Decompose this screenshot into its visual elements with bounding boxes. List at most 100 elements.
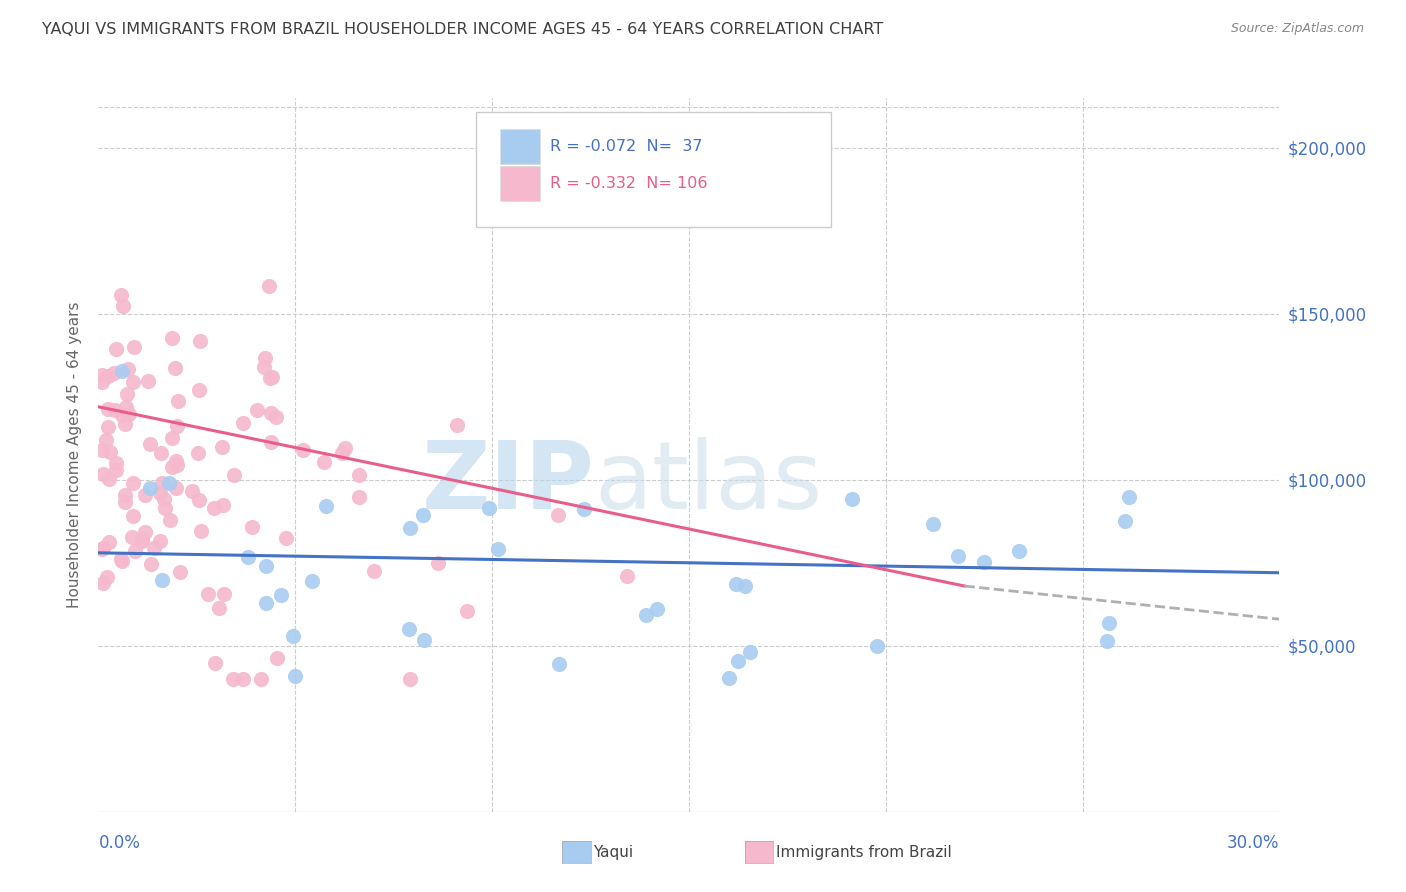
Point [841, 492, 863, 507]
Point [117, 407, 139, 421]
Point [91, 467, 114, 482]
Point [427, 557, 450, 571]
FancyBboxPatch shape [477, 112, 831, 227]
Point [717, 671, 740, 685]
Point [264, 409, 287, 424]
Point [134, 524, 156, 539]
Point [866, 639, 889, 653]
Point [574, 502, 596, 516]
Point [412, 633, 434, 648]
Point [260, 370, 283, 384]
Point [254, 559, 277, 574]
Point [254, 596, 277, 610]
Point [149, 486, 172, 500]
Point [166, 458, 188, 472]
Point [117, 362, 139, 376]
Point [105, 463, 128, 477]
FancyBboxPatch shape [501, 166, 540, 202]
Point [197, 587, 219, 601]
Point [398, 623, 420, 637]
Point [115, 400, 138, 414]
Point [246, 403, 269, 417]
Point [616, 569, 638, 583]
Point [634, 608, 657, 623]
Point [104, 403, 127, 417]
Point [301, 574, 323, 589]
Point [91, 376, 114, 390]
Point [259, 371, 281, 385]
Point [1114, 514, 1136, 528]
Point [399, 521, 422, 535]
Text: YAQUI VS IMMIGRANTS FROM BRAZIL HOUSEHOLDER INCOME AGES 45 - 64 YEARS CORRELATIO: YAQUI VS IMMIGRANTS FROM BRAZIL HOUSEHOL… [42, 22, 883, 37]
Point [110, 287, 132, 301]
Point [946, 549, 969, 563]
Point [399, 672, 422, 686]
Point [139, 558, 162, 572]
Point [139, 437, 162, 451]
Point [187, 446, 209, 460]
Point [122, 376, 145, 390]
Point [266, 650, 288, 665]
Point [734, 579, 756, 593]
Point [136, 374, 159, 388]
Point [103, 366, 125, 380]
Point [91, 442, 114, 457]
Text: R = -0.072  N=  37: R = -0.072 N= 37 [550, 139, 702, 154]
Point [160, 460, 183, 475]
Point [114, 417, 136, 432]
Point [738, 645, 761, 659]
Point [270, 588, 292, 602]
Point [315, 499, 337, 513]
Point [160, 331, 183, 345]
Point [96, 570, 118, 584]
Y-axis label: Householder Income Ages 45 - 64 years: Householder Income Ages 45 - 64 years [67, 301, 83, 608]
Point [169, 566, 191, 580]
Text: Yaqui: Yaqui [593, 846, 634, 860]
Point [150, 574, 173, 588]
Point [283, 630, 305, 644]
Point [252, 360, 274, 375]
Point [111, 554, 134, 568]
Point [240, 520, 263, 534]
Point [104, 342, 127, 356]
Point [212, 498, 235, 512]
Point [98, 534, 121, 549]
Point [257, 279, 280, 293]
Point [222, 672, 245, 686]
Point [222, 467, 245, 482]
Point [98, 445, 121, 459]
Point [165, 454, 187, 468]
Point [547, 657, 569, 671]
Point [112, 299, 135, 313]
Point [121, 529, 143, 543]
Point [347, 490, 370, 504]
Point [165, 481, 187, 495]
Point [111, 364, 134, 378]
Point [91, 368, 114, 382]
Point [922, 516, 945, 531]
Point [973, 555, 995, 569]
Point [274, 531, 297, 545]
Point [202, 500, 225, 515]
Point [98, 472, 121, 486]
Point [1008, 543, 1031, 558]
FancyBboxPatch shape [501, 129, 540, 164]
Point [208, 600, 231, 615]
Point [188, 383, 211, 397]
Text: Immigrants from Brazil: Immigrants from Brazil [776, 846, 952, 860]
Point [363, 565, 385, 579]
Point [211, 440, 233, 454]
Point [727, 654, 749, 668]
Text: Source: ZipAtlas.com: Source: ZipAtlas.com [1230, 22, 1364, 36]
Point [96, 433, 118, 447]
Point [188, 334, 211, 349]
Point [166, 418, 188, 433]
Point [104, 456, 127, 470]
Point [312, 455, 335, 469]
Text: R = -0.332  N= 106: R = -0.332 N= 106 [550, 177, 707, 191]
Point [122, 509, 145, 524]
Point [114, 487, 136, 501]
Point [165, 361, 187, 376]
Point [260, 406, 283, 420]
Point [486, 542, 509, 557]
